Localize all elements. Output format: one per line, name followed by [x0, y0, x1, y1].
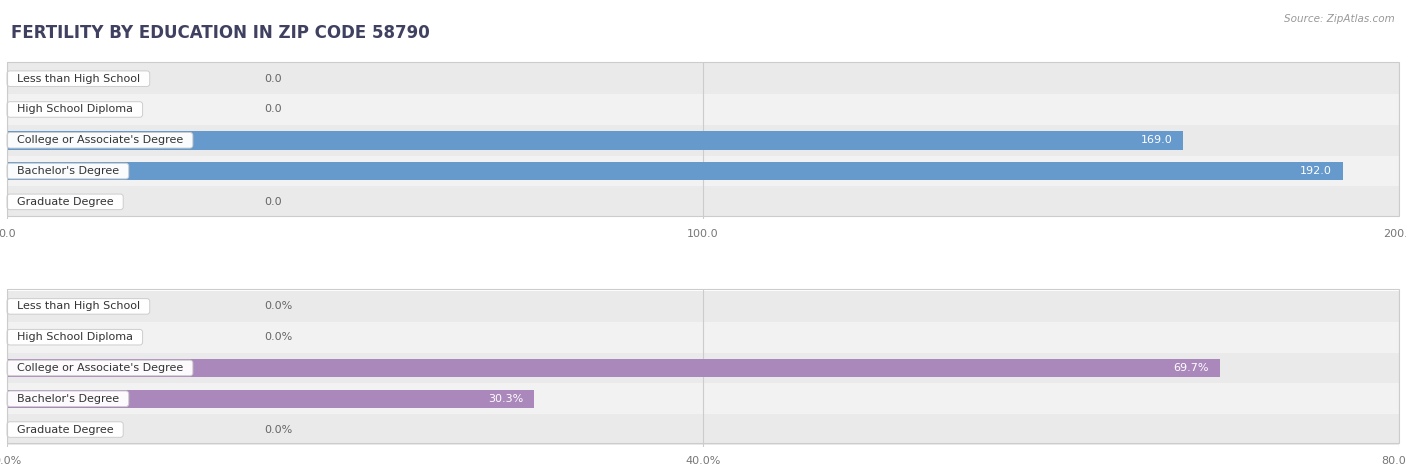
- Text: Less than High School: Less than High School: [10, 302, 148, 312]
- Text: 0.0%: 0.0%: [264, 425, 292, 435]
- Bar: [0, 187, 1406, 217]
- Text: FERTILITY BY EDUCATION IN ZIP CODE 58790: FERTILITY BY EDUCATION IN ZIP CODE 58790: [11, 24, 430, 42]
- Text: 0.0%: 0.0%: [264, 302, 292, 312]
- Bar: [7, 390, 534, 408]
- Text: Bachelor's Degree: Bachelor's Degree: [10, 166, 127, 176]
- Text: Graduate Degree: Graduate Degree: [10, 425, 121, 435]
- Text: Bachelor's Degree: Bachelor's Degree: [10, 394, 127, 404]
- Bar: [0, 156, 1406, 187]
- Bar: [0, 125, 1406, 156]
- Text: 69.7%: 69.7%: [1173, 363, 1209, 373]
- Text: College or Associate's Degree: College or Associate's Degree: [10, 363, 190, 373]
- Bar: [0, 352, 1406, 383]
- Text: College or Associate's Degree: College or Associate's Degree: [10, 135, 190, 145]
- Text: High School Diploma: High School Diploma: [10, 104, 139, 114]
- Bar: [0, 322, 1406, 352]
- Text: 0.0: 0.0: [264, 197, 283, 207]
- Text: 0.0%: 0.0%: [264, 332, 292, 342]
- Text: Less than High School: Less than High School: [10, 74, 148, 84]
- Bar: [0, 383, 1406, 414]
- Bar: [7, 131, 1184, 150]
- Bar: [0, 414, 1406, 445]
- Bar: [0, 291, 1406, 322]
- Bar: [7, 359, 1220, 377]
- Text: 30.3%: 30.3%: [488, 394, 523, 404]
- Text: 192.0: 192.0: [1301, 166, 1331, 176]
- Text: Graduate Degree: Graduate Degree: [10, 197, 121, 207]
- Bar: [0, 63, 1406, 94]
- Text: 0.0: 0.0: [264, 104, 283, 114]
- Bar: [0, 94, 1406, 125]
- Text: Source: ZipAtlas.com: Source: ZipAtlas.com: [1284, 14, 1395, 24]
- Bar: [7, 162, 1343, 180]
- Text: High School Diploma: High School Diploma: [10, 332, 139, 342]
- Text: 169.0: 169.0: [1140, 135, 1173, 145]
- Text: 0.0: 0.0: [264, 74, 283, 84]
